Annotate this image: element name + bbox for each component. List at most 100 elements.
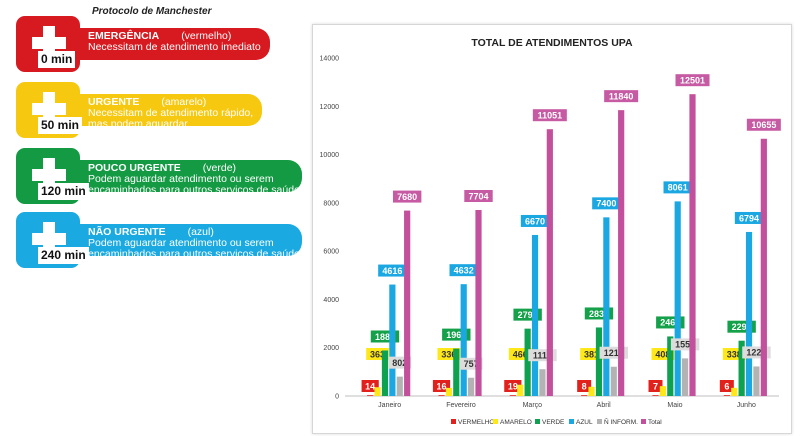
bar (468, 377, 475, 396)
y-tick-label: 8000 (323, 200, 339, 207)
card-color-name: (verde) (202, 162, 237, 174)
bar (396, 376, 403, 396)
data-label: 11051 (538, 110, 563, 120)
bar (689, 94, 696, 397)
cross-icon (32, 233, 66, 245)
card-color-name: (azul) (187, 226, 214, 238)
card-text: POUCO URGENTE (verde) Podem aguardar atend… (88, 163, 300, 196)
bar (731, 387, 738, 396)
data-label-box (592, 197, 621, 210)
chart-panel: TOTAL DE ATENDIMENTOS UPA 0 2000 4000 6000 80… (312, 24, 792, 434)
x-tick-label: Maio (667, 402, 682, 409)
data-label: 19 (508, 381, 518, 391)
bar (723, 395, 730, 396)
x-tick-label: Abril (597, 402, 611, 409)
card-color-name: (vermelho) (181, 30, 232, 42)
data-label-box (719, 380, 734, 392)
data-label-box (361, 380, 379, 392)
data-label: 10655 (751, 120, 776, 130)
triage-card: 240 min NÃO URGENTE (azul) Podem aguardar a… (16, 212, 302, 268)
bar (588, 386, 595, 396)
data-label: 8 (582, 381, 587, 391)
data-label: 2839 (589, 309, 609, 319)
card-title: POUCO URGENTE (88, 162, 181, 174)
bar (438, 395, 445, 396)
bar (603, 217, 610, 396)
data-label: 7 (653, 381, 658, 391)
card-description: Podem aguardar atendimento ou serem (88, 237, 274, 249)
x-tick-label: Junho (737, 402, 756, 409)
y-tick-label: 0 (335, 394, 339, 401)
data-label-box (663, 181, 692, 194)
data-label-box (675, 74, 710, 87)
data-label: 6794 (739, 213, 759, 223)
y-tick-label: 6000 (323, 249, 339, 256)
legend-label: AMARELO (500, 419, 532, 426)
bar (760, 138, 767, 396)
card-description: Podem aguardar atendimento ou serem (88, 173, 274, 185)
data-label: 4616 (382, 266, 402, 276)
bar (745, 231, 753, 396)
card-title: NÃO URGENTE (88, 226, 166, 238)
bar (652, 395, 659, 396)
bar (475, 210, 482, 396)
legend-swatch (493, 419, 498, 424)
data-label: 14 (365, 381, 375, 391)
data-label: 466 (513, 349, 528, 359)
data-label-box (577, 380, 592, 392)
data-label-box (520, 214, 550, 227)
legend-label: VERDE (542, 419, 565, 426)
y-tick-label: 10000 (320, 152, 340, 159)
legend-swatch (569, 419, 574, 424)
data-label-box (378, 264, 407, 277)
bar (453, 348, 460, 396)
data-label: 363 (370, 349, 385, 359)
chart-svg: TOTAL DE ATENDIMENTOS UPA 0 2000 4000 6000 80… (320, 37, 781, 426)
data-label: 408 (655, 349, 670, 359)
bar (546, 129, 553, 396)
legend-label: Ñ INFORM. (604, 417, 638, 426)
y-tick-label: 12000 (320, 104, 340, 111)
legend-label: Total (648, 419, 662, 426)
data-label: 12501 (680, 75, 705, 85)
card-description: encaminhados para outros serviços de saú… (88, 248, 300, 260)
data-label: 1963 (446, 330, 466, 340)
card-description: Necessitam de atendimento rápido, (88, 107, 254, 119)
cross-icon (32, 37, 66, 49)
bar (659, 386, 666, 396)
bar (404, 210, 411, 396)
data-label: 802 (392, 358, 407, 368)
data-label: 6670 (525, 216, 545, 226)
x-tick-label: Janeiro (378, 402, 401, 409)
data-label-box (449, 264, 478, 277)
data-label: 8061 (668, 183, 688, 193)
data-label: 1110 (533, 351, 552, 361)
data-label: 336 (441, 349, 456, 359)
data-label: 381 (584, 349, 599, 359)
bar (524, 328, 531, 396)
legend-swatch (535, 419, 540, 424)
bar (460, 284, 467, 396)
cross-icon (32, 103, 66, 115)
bar (517, 384, 524, 396)
bar (595, 327, 603, 396)
card-text: URGENTE (amarelo) Necessitam de atendiment… (88, 97, 253, 130)
triage-card: 50 min URGENTE (amarelo) Necessitam de aten… (16, 82, 262, 138)
legend-label: AZUL (576, 419, 593, 426)
legend-swatch (451, 419, 456, 424)
bar (509, 395, 516, 396)
legend-swatch (641, 419, 646, 424)
bar (753, 366, 760, 396)
x-tick-label: Fevereiro (446, 402, 476, 409)
card-description: encaminhados para outros serviços de saú… (88, 184, 300, 196)
data-label: 7680 (397, 192, 417, 202)
card-color-name: (amarelo) (161, 96, 207, 108)
data-label: 757 (464, 359, 479, 369)
data-label: 2790 (518, 310, 538, 320)
bar (445, 387, 452, 396)
bar (539, 369, 546, 396)
bar (738, 340, 745, 396)
bar (674, 201, 681, 396)
x-tick-label: Março (523, 402, 543, 409)
data-label-box (604, 90, 639, 103)
